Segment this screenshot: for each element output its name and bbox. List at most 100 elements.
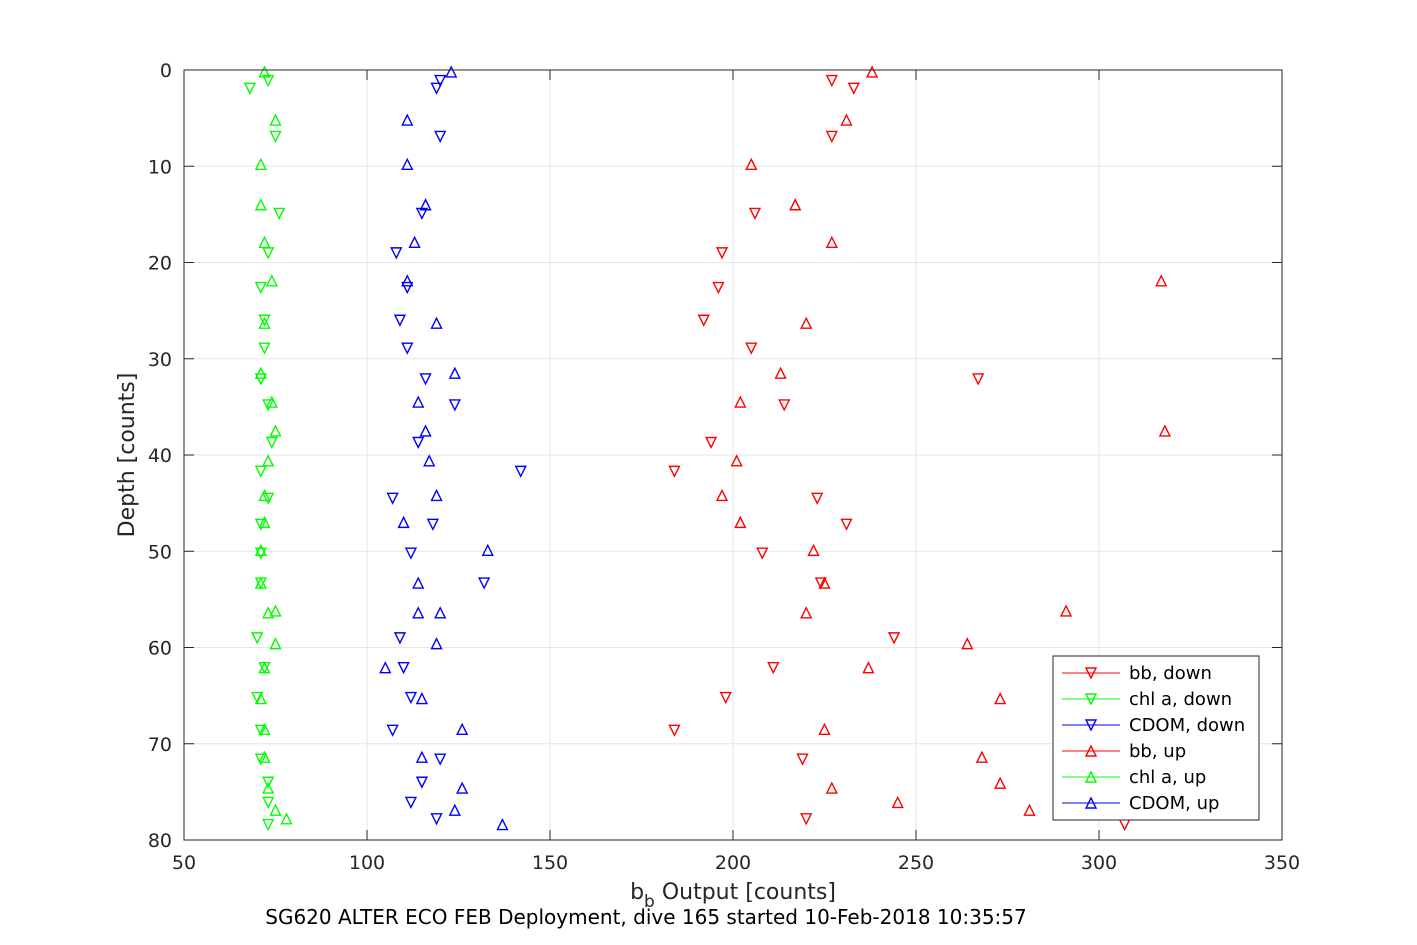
- data-point-bb-up: [840, 113, 853, 126]
- data-point-chl-a-up: [269, 803, 282, 816]
- data-point-bb-up: [825, 781, 838, 794]
- data-point-bb-down: [704, 436, 718, 450]
- y-tick-label: 20: [148, 253, 172, 275]
- legend-label-chl-a-up: chl a, up: [1129, 767, 1206, 788]
- data-point-chl-a-down: [254, 724, 267, 737]
- legend-label-cdom-up: CDOM, up: [1129, 793, 1219, 814]
- data-point-cdom-down: [404, 547, 418, 560]
- data-point-cdom-up: [401, 113, 414, 126]
- x-axis-label: bb Output [counts]: [630, 880, 836, 912]
- data-point-cdom-down: [514, 465, 527, 478]
- data-point-chl-a-down: [262, 776, 275, 789]
- data-point-bb-down: [796, 753, 809, 766]
- data-point-chl-a-down: [269, 130, 282, 143]
- y-tick-label: 60: [148, 638, 172, 660]
- legend-label-cdom-down: CDOM, down: [1129, 715, 1245, 736]
- data-point-bb-up: [1158, 424, 1172, 437]
- legend-marker-bb-up: [1084, 744, 1098, 757]
- data-point-cdom-down: [434, 74, 447, 88]
- data-point-bb-up: [1155, 274, 1168, 287]
- data-point-chl-a-down: [254, 373, 267, 386]
- data-point-bb-down: [778, 399, 791, 412]
- data-point-chl-a-up: [254, 157, 267, 171]
- x-tick-label: 200: [715, 852, 751, 874]
- data-point-bb-up: [734, 395, 747, 408]
- data-point-chl-a-down: [254, 465, 267, 478]
- data-point-chl-a-up: [265, 274, 278, 287]
- data-point-bb-up: [825, 235, 838, 248]
- data-point-cdom-up: [379, 661, 392, 674]
- data-point-bb-up: [862, 661, 875, 674]
- data-point-bb-down: [712, 281, 725, 295]
- legend-marker-cdom-down: [1084, 719, 1098, 732]
- data-point-bb-up: [734, 515, 747, 529]
- data-point-bb-up: [800, 606, 813, 619]
- data-point-bb-up: [818, 722, 831, 736]
- data-point-cdom-up: [419, 424, 432, 437]
- data-point-cdom-down: [386, 492, 399, 505]
- legend-marker-bb-down: [1084, 667, 1098, 680]
- data-point-bb-up: [715, 488, 729, 502]
- data-point-cdom-down: [430, 813, 443, 826]
- data-point-chl-a-down: [254, 281, 267, 295]
- data-point-cdom-up: [412, 395, 425, 408]
- data-point-chl-a-up: [254, 543, 267, 556]
- data-point-cdom-down: [477, 577, 491, 590]
- data-point-bb-down: [825, 74, 838, 88]
- data-point-chl-a-down: [258, 314, 271, 327]
- data-point-bb-up: [818, 576, 831, 589]
- data-point-chl-a-up: [258, 316, 271, 329]
- data-point-cdom-up: [397, 515, 410, 529]
- data-point-chl-a-down: [251, 632, 264, 645]
- data-point-chl-a-down: [273, 207, 286, 220]
- data-point-cdom-down: [390, 247, 403, 260]
- data-point-chl-a-up: [258, 515, 271, 529]
- data-point-bb-up: [1059, 604, 1073, 617]
- data-point-bb-down: [972, 373, 985, 386]
- data-point-bb-down: [719, 691, 732, 705]
- data-point-cdom-down: [448, 399, 461, 412]
- data-point-cdom-up: [430, 488, 443, 502]
- data-point-chl-a-down: [262, 796, 275, 810]
- data-point-bb-up: [807, 543, 820, 556]
- x-tick-label: 250: [898, 852, 934, 874]
- data-point-bb-down: [811, 492, 824, 505]
- data-point-cdom-up: [430, 637, 443, 650]
- data-point-bb-down: [767, 662, 780, 675]
- legend-label-bb-down: bb, down: [1129, 663, 1212, 684]
- data-point-cdom-down: [426, 518, 440, 531]
- data-point-cdom-up: [419, 198, 432, 211]
- data-point-cdom-up: [412, 606, 425, 619]
- data-point-cdom-down: [434, 130, 447, 143]
- data-point-bb-up: [975, 750, 989, 763]
- data-points: [243, 65, 1172, 832]
- data-point-cdom-up: [496, 818, 509, 831]
- data-point-cdom-up: [415, 691, 429, 705]
- data-point-bb-down: [825, 130, 838, 143]
- data-point-cdom-up: [434, 606, 447, 619]
- data-point-cdom-up: [401, 157, 414, 171]
- data-point-cdom-down: [430, 82, 443, 95]
- data-point-chl-a-up: [254, 366, 267, 379]
- data-point-cdom-up: [423, 454, 436, 467]
- legend-marker-chl-a-down: [1084, 693, 1098, 706]
- y-tick-label: 30: [148, 349, 172, 371]
- data-point-cdom-down: [393, 632, 407, 645]
- data-point-chl-a-down: [265, 436, 278, 450]
- data-point-bb-down: [697, 314, 710, 327]
- data-point-chl-a-up: [254, 198, 267, 211]
- y-tick-label: 70: [148, 734, 172, 756]
- data-point-cdom-up: [430, 316, 443, 329]
- data-point-chl-a-up: [258, 488, 271, 502]
- data-point-bb-up: [865, 65, 879, 78]
- data-point-chl-a-up: [262, 454, 275, 467]
- data-point-chl-a-down: [254, 547, 267, 560]
- data-point-bb-down: [756, 547, 769, 560]
- data-point-chl-a-up: [258, 235, 271, 248]
- legend-label-chl-a-down: chl a, down: [1129, 689, 1232, 710]
- data-point-bb-up: [1023, 803, 1036, 816]
- data-point-cdom-down: [401, 281, 414, 295]
- data-point-chl-a-up: [258, 750, 271, 763]
- data-point-chl-a-down: [258, 342, 271, 355]
